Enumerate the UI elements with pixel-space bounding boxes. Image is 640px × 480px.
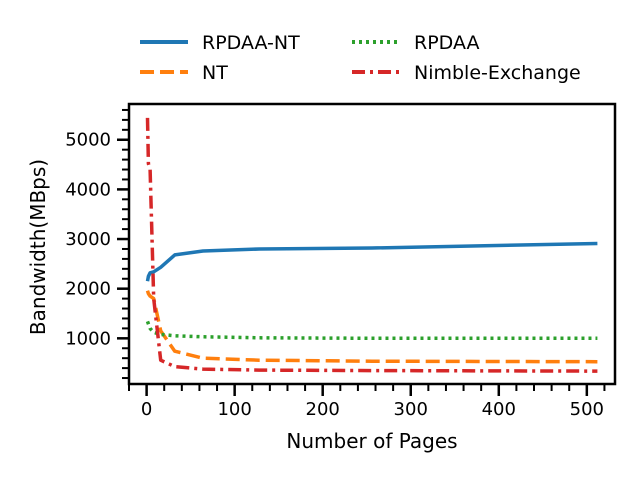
legend-label-rpdaa: RPDAA (414, 32, 479, 54)
legend-label-nt: NT (202, 62, 228, 84)
y-axis-ticks: 1000 2000 3000 4000 5000 (65, 130, 129, 349)
y-tick-label: 4000 (65, 179, 111, 200)
y-tick-label: 3000 (65, 229, 111, 250)
x-tick-label: 0 (141, 399, 152, 420)
legend-entry-nt: NT (140, 62, 228, 84)
y-tick-label: 5000 (65, 130, 111, 151)
x-tick-label: 200 (306, 399, 340, 420)
x-tick-label: 400 (482, 399, 516, 420)
series-layer (145, 117, 598, 373)
legend-label-nimble-exchange: Nimble-Exchange (414, 62, 581, 84)
series-line-rpdaa (145, 320, 598, 341)
series-line-rpdaa-nt (145, 241, 598, 282)
legend-entry-rpdaa: RPDAA (352, 32, 479, 54)
legend: RPDAA-NT NT RPDAA Nimble-Exchange (140, 32, 581, 84)
x-tick-label: 300 (394, 399, 428, 420)
plot-frame (127, 102, 617, 386)
legend-entry-rpdaa-nt: RPDAA-NT (140, 32, 300, 54)
x-tick-label: 500 (570, 399, 604, 420)
y-tick-label: 1000 (65, 328, 111, 349)
x-axis-ticks: 0 100 200 300 400 500 (141, 384, 604, 420)
legend-entry-nimble-exchange: Nimble-Exchange (352, 62, 581, 84)
y-tick-label: 2000 (65, 279, 111, 300)
x-axis-label: Number of Pages (286, 429, 457, 453)
series-line-nt (145, 290, 598, 364)
series-line-nimble-exchange (145, 117, 598, 373)
y-axis-label: Bandwidth(MBps) (26, 159, 50, 335)
legend-label-rpdaa-nt: RPDAA-NT (202, 32, 300, 54)
x-tick-label: 100 (217, 399, 251, 420)
